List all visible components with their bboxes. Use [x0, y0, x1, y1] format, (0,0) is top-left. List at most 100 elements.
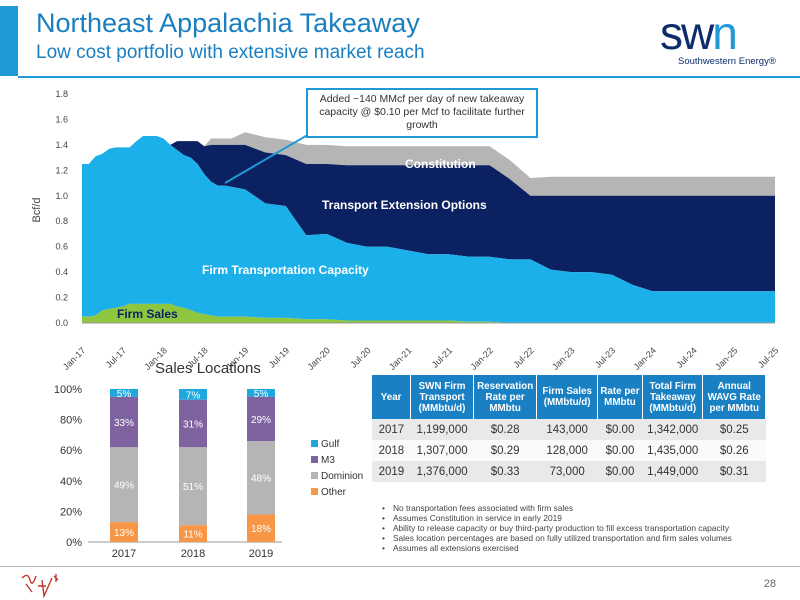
bar-data-label: 5%	[254, 389, 269, 400]
table-cell: 143,000	[536, 419, 598, 440]
bar-segment-dominion	[110, 447, 138, 523]
bar-segment-gulf	[110, 389, 138, 397]
header-divider	[18, 76, 800, 78]
table-row: 2019 1,376,000 $0.33 73,000 $0.00 1,449,…	[372, 461, 766, 482]
legend-label: M3	[321, 455, 335, 466]
y-tick-label: 60%	[60, 445, 82, 457]
logo-mark-accent: n	[712, 7, 738, 59]
area-constitution	[82, 132, 775, 196]
bar-data-label: 18%	[251, 524, 271, 535]
y-tick-label: 0.4	[55, 267, 68, 277]
table-cell: 1,199,000	[410, 419, 474, 440]
bar-segment-gulf	[247, 389, 275, 397]
sales-locations-title: Sales Locations	[155, 360, 261, 377]
table-cell: $0.00	[597, 461, 643, 482]
legend-swatch	[311, 440, 318, 447]
x-tick-label: 2019	[249, 548, 273, 560]
y-tick-label: 1.6	[55, 114, 68, 124]
bar-segment-dominion	[247, 441, 275, 515]
bar-data-label: 29%	[251, 415, 271, 426]
bar-data-label: 33%	[114, 418, 134, 429]
y-tick-label: 1.0	[55, 191, 68, 201]
legend-swatch	[311, 456, 318, 463]
legend-swatch	[311, 472, 318, 479]
table-cell: 128,000	[536, 440, 598, 461]
y-tick-label: 0.0	[55, 318, 68, 328]
table-header-cell: Firm Sales (MMbtu/d)	[536, 375, 598, 419]
table-cell: 1,435,000	[642, 440, 703, 461]
table-cell: $0.26	[702, 440, 766, 461]
table-header-cell: Annual WAVG Rate per MMbtu	[702, 375, 766, 419]
table-cell: 2017	[372, 419, 411, 440]
annotation-constitution: Constitution	[405, 157, 476, 171]
table-header-cell: Year	[372, 375, 412, 419]
bar-data-label: 5%	[117, 389, 132, 400]
footnote-item: Sales location percentages are based on …	[382, 533, 732, 543]
capacity-callout: Added ~140 MMcf per day of new takeaway …	[306, 88, 538, 138]
table-cell: $0.25	[702, 419, 766, 440]
y-tick-label: 1.4	[55, 140, 68, 150]
handwritten-signature	[21, 574, 59, 598]
table-cell: 1,376,000	[410, 461, 474, 482]
company-logo: swn	[660, 6, 738, 60]
y-tick-label: 0.8	[55, 216, 68, 226]
bar-data-label: 13%	[114, 528, 134, 539]
y-tick-label: 0.2	[55, 293, 68, 303]
bar-segment-gulf	[179, 389, 207, 400]
bar-data-label: 51%	[183, 482, 203, 493]
table-header-cell: SWN Firm Transport (MMbtu/d)	[410, 375, 474, 419]
annotation-firm-sales: Firm Sales	[117, 307, 178, 321]
footnote-item: Assumes all extensions exercised	[382, 543, 732, 553]
takeaway-rate-table: Year SWN Firm Transport (MMbtu/d) Reserv…	[372, 375, 766, 482]
table-header-cell: Rate per MMbtu	[597, 375, 644, 419]
area-transport-extension	[82, 136, 775, 292]
page-title: Northeast Appalachia Takeaway	[36, 8, 420, 38]
bar-data-label: 11%	[183, 530, 202, 541]
bar-segment-other	[110, 522, 138, 542]
table-cell: $0.29	[473, 440, 537, 461]
table-cell: $0.33	[473, 461, 537, 482]
bar-segment-other	[247, 514, 275, 542]
legend-label: Gulf	[321, 439, 340, 450]
y-tick-label: 1.8	[55, 89, 68, 99]
footnotes-list: No transportation fees associated with f…	[382, 503, 732, 553]
bar-segment-m3	[179, 399, 207, 448]
area-firm-sales	[82, 303, 775, 323]
page-number: 28	[763, 578, 776, 590]
y-tick-label: 0%	[66, 537, 82, 549]
area-firm-transport	[82, 136, 775, 323]
bar-data-label: 31%	[183, 419, 203, 430]
table-row: 2017 1,199,000 $0.28 143,000 $0.00 1,342…	[372, 419, 766, 440]
table-cell: 1,307,000	[410, 440, 474, 461]
table-cell: 1,342,000	[642, 419, 703, 440]
table-cell: 73,000	[536, 461, 598, 482]
y-axis-label: Bcf/d	[31, 197, 43, 222]
table-cell: $0.00	[597, 419, 643, 440]
table-header-row: Year SWN Firm Transport (MMbtu/d) Reserv…	[372, 375, 766, 419]
y-tick-label: 1.2	[55, 165, 68, 175]
annotation-firm-transport: Firm Transportation Capacity	[202, 263, 369, 277]
bar-data-label: 7%	[186, 390, 201, 401]
bar-segment-dominion	[179, 447, 207, 526]
table-cell: 2018	[372, 440, 411, 461]
footnote-item: Ability to release capacity or buy third…	[382, 523, 732, 533]
footnote-item: No transportation fees associated with f…	[382, 503, 732, 513]
table-header-cell: Total Firm Takeaway (MMbtu/d)	[642, 375, 704, 419]
legend-label: Dominion	[321, 471, 363, 482]
table-cell: 2019	[372, 461, 411, 482]
y-tick-label: 80%	[60, 415, 82, 427]
table-header-cell: Reservation Rate per MMbtu	[473, 375, 538, 419]
logo-mark-main: sw	[660, 7, 714, 59]
footer-divider	[0, 566, 800, 567]
table-cell: $0.28	[473, 419, 537, 440]
legend-label: Other	[321, 487, 347, 498]
y-tick-label: 40%	[60, 476, 82, 488]
bar-data-label: 48%	[251, 474, 271, 485]
table-cell: $0.00	[597, 440, 643, 461]
y-tick-label: 20%	[60, 506, 82, 518]
header-accent-bar	[0, 6, 18, 76]
x-tick-label: 2017	[112, 548, 136, 560]
bar-segment-other	[179, 525, 207, 542]
y-tick-label: 0.6	[55, 242, 68, 252]
